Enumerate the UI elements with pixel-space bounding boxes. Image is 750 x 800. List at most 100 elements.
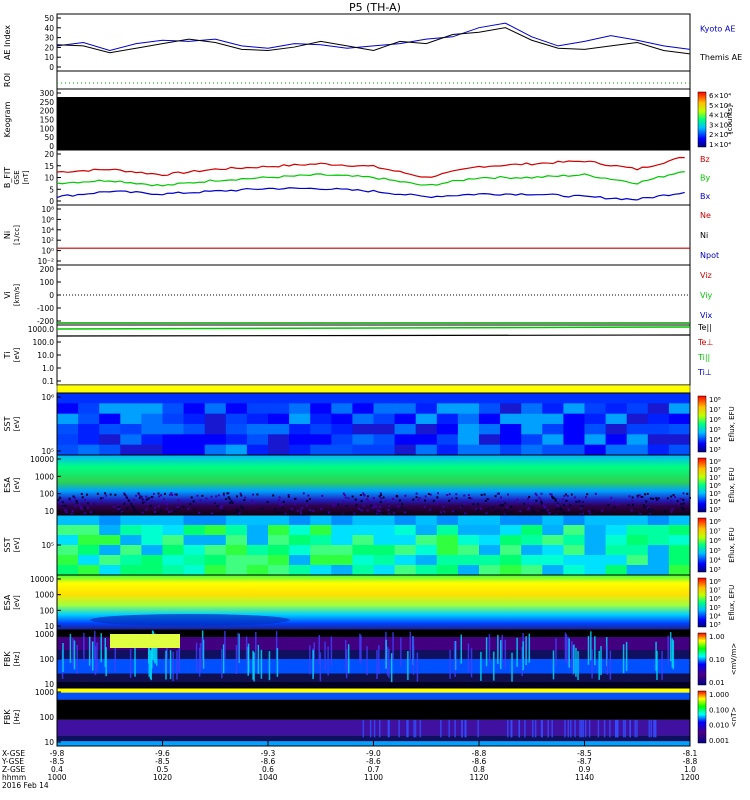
fbk1-spike (166, 643, 168, 673)
fbk1-spike (330, 636, 333, 666)
esa1-noise-dot (123, 493, 126, 496)
esa1-noise-dot (556, 507, 559, 510)
sst1-colorbar-label-group: Eflux, EFU (728, 406, 736, 441)
esa1-noise-dot (152, 492, 155, 495)
sst1-cell (120, 403, 142, 415)
esa1-noise-dot (121, 512, 124, 515)
sst2-cell (479, 515, 501, 526)
keogram-ytick: 250 (40, 98, 55, 107)
fbk2-spike (461, 719, 463, 738)
esa1-noise-dot (379, 506, 382, 509)
esa1-noise-dot (542, 509, 545, 512)
sst2-cell (542, 565, 564, 576)
fbk1-spike (412, 636, 415, 666)
sst2-cell (626, 525, 649, 536)
esa1-noise-dot (561, 498, 564, 501)
esa1-noise-dot (199, 499, 202, 502)
sst1-cell (373, 393, 396, 404)
sst1-cell (521, 413, 543, 425)
fbk1-spike (622, 644, 625, 674)
sst1-cell (479, 403, 501, 415)
esa1-noise-dot (335, 503, 338, 506)
xaxis-tick-z: 1.0 (684, 765, 696, 774)
fbk1-spike (671, 638, 674, 668)
esa1-noise-dot (342, 500, 345, 503)
esa1-noise-dot (543, 506, 546, 509)
esa1-noise-dot (216, 505, 219, 508)
ti-ytick: 1.0 (42, 364, 54, 373)
esa1-noise-dot (631, 496, 634, 499)
sst1-colorbar-tick: 10⁸ (709, 396, 721, 404)
sst2-cell (436, 565, 459, 576)
ni-legend-item: Ni (700, 231, 708, 240)
esa1-noise-dot (448, 499, 451, 502)
esa1-noise-dot (351, 495, 354, 498)
keogram-image (57, 97, 690, 150)
esa1-noise-dot (366, 509, 369, 512)
esa1-noise-dot (243, 499, 246, 502)
fbk1-spike (552, 650, 555, 680)
fbk2-spike (654, 719, 657, 738)
sst2-colorbar-label-group: Eflux, EFU (728, 527, 736, 562)
sst2-cell (542, 515, 564, 526)
sst1-cell (162, 403, 185, 415)
sst1-cell (436, 413, 459, 425)
sst1-cell (436, 444, 459, 456)
esa1-noise-dot (401, 503, 404, 506)
sst2-cell (268, 525, 290, 536)
esa1-noise-dot (175, 493, 178, 496)
esa1-noise-dot (586, 493, 589, 496)
sst2-cell (415, 535, 438, 546)
sst1-cell (457, 424, 480, 435)
keogram-ytick: 0 (49, 142, 54, 151)
sst2-cell (415, 565, 438, 576)
sst1-cell (246, 434, 269, 446)
sst1-cell (415, 444, 438, 456)
keogram-colorbar (697, 91, 707, 148)
bfit-ylabel3-text: [nT] (22, 170, 30, 184)
esa1-ytick: 10000 (30, 455, 54, 464)
fbk1-spike (88, 636, 91, 666)
esa1-noise-dot (497, 501, 500, 504)
esa1-noise-dot (540, 509, 543, 512)
bfit-legend-item: By (700, 174, 710, 183)
esa1-noise-dot (636, 494, 639, 497)
sst2-cell (268, 565, 290, 576)
esa1-noise-dot (564, 503, 567, 506)
sst2-cell (183, 545, 206, 556)
esa1-noise-dot (362, 492, 365, 495)
ni-legend-item: Ne (700, 211, 711, 220)
sst2-cell (457, 555, 480, 566)
esa1-noise-dot (320, 507, 323, 510)
esa1-noise-dot (443, 511, 446, 514)
esa1-noise-dot (540, 499, 543, 502)
sst1-cell (331, 413, 353, 425)
esa1-noise-dot (676, 500, 679, 503)
sst1-cell (310, 424, 332, 435)
sst1-cell (289, 424, 311, 435)
esa1-noise-dot (83, 506, 86, 509)
esa1-noise-dot (372, 496, 375, 499)
esa1-noise (57, 492, 691, 516)
esa1-colorbar (697, 457, 707, 513)
esa1-noise-dot (463, 494, 466, 497)
esa1-noise-dot (287, 494, 290, 497)
sst1-cell (99, 393, 121, 404)
ti-legend-item: Ti|| (697, 353, 710, 362)
sst1-cell (563, 413, 585, 425)
esa1-noise-dot (424, 495, 427, 498)
esa1-noise-dot (438, 501, 441, 504)
sst2-cell (647, 535, 670, 546)
fbk1-spike (92, 641, 94, 671)
esa1-colorbar-label-group: Eflux, EFU (728, 467, 736, 502)
xaxis-tick-y: -8.8 (683, 757, 698, 766)
ti-ylabel: Ti [eV] (3, 347, 21, 362)
esa1-noise-dot (429, 493, 432, 496)
esa1-noise-dot (79, 506, 82, 509)
sst2-colorbar-tick: 10³ (709, 566, 721, 574)
ti-legend-item: Ti⊥ (697, 368, 712, 377)
sst1-cell (415, 434, 438, 446)
sst2-cell (542, 555, 564, 566)
esa1-noise-dot (223, 511, 226, 514)
sst2-cell (479, 525, 501, 536)
